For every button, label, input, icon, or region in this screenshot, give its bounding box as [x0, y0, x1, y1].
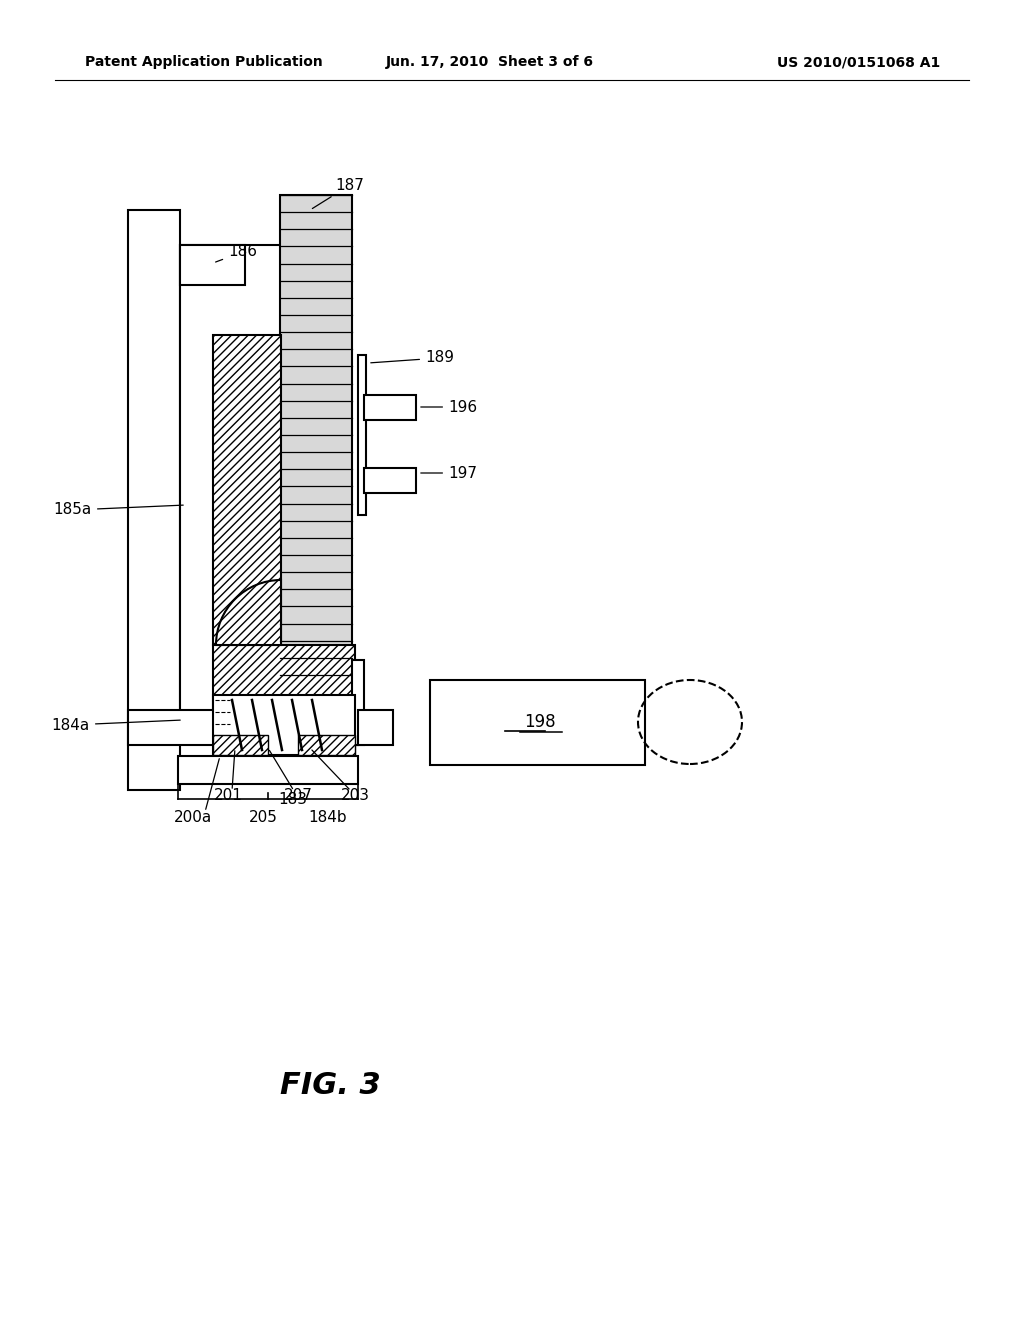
- Bar: [280, 195, 352, 675]
- Text: 201: 201: [214, 788, 243, 803]
- Bar: [180, 246, 350, 735]
- Text: 184a: 184a: [52, 718, 180, 733]
- Text: 203: 203: [341, 788, 370, 803]
- Text: 186: 186: [216, 244, 257, 263]
- Text: 184b: 184b: [308, 809, 347, 825]
- Bar: [430, 680, 645, 766]
- Bar: [213, 696, 355, 755]
- Text: Patent Application Publication: Patent Application Publication: [85, 55, 323, 69]
- Text: 185a: 185a: [53, 503, 183, 517]
- Bar: [213, 735, 268, 755]
- Text: 189: 189: [371, 351, 454, 366]
- Bar: [358, 710, 393, 744]
- Text: 196: 196: [421, 400, 477, 414]
- Bar: [180, 246, 245, 285]
- Text: FIG. 3: FIG. 3: [280, 1071, 380, 1100]
- Bar: [128, 210, 180, 789]
- Bar: [213, 645, 355, 730]
- Bar: [364, 469, 416, 492]
- Bar: [128, 710, 358, 744]
- Text: Jun. 17, 2010  Sheet 3 of 6: Jun. 17, 2010 Sheet 3 of 6: [386, 55, 594, 69]
- Text: 205: 205: [249, 809, 278, 825]
- Bar: [364, 395, 416, 420]
- Text: 187: 187: [312, 177, 365, 209]
- Text: 198: 198: [524, 713, 556, 731]
- Bar: [178, 756, 358, 784]
- Bar: [213, 335, 281, 645]
- Wedge shape: [216, 579, 281, 645]
- Bar: [298, 735, 355, 755]
- Bar: [358, 355, 366, 515]
- Text: US 2010/0151068 A1: US 2010/0151068 A1: [777, 55, 940, 69]
- Text: 200a: 200a: [174, 809, 212, 825]
- Text: 183: 183: [279, 792, 307, 808]
- Text: 197: 197: [421, 466, 477, 480]
- Text: 207: 207: [284, 788, 312, 803]
- Bar: [352, 660, 364, 744]
